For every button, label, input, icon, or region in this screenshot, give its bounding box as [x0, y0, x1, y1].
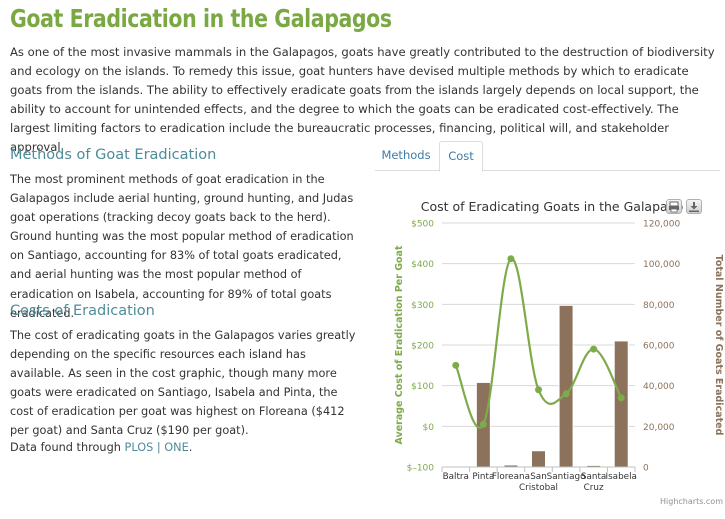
methods-paragraph: The most prominent methods of goat eradi…: [10, 173, 354, 320]
chart-tabs: Methods Cost: [375, 141, 720, 172]
x-tick-label-line: Baltra: [443, 472, 469, 482]
y-left-tick-label: $400: [411, 260, 434, 270]
chart-credits: Highcharts.com: [660, 497, 723, 506]
x-tick-label-line: San: [530, 472, 547, 482]
cost-point-san-cristobal: [535, 386, 542, 394]
cost-point-santa-cruz: [590, 345, 598, 353]
y-right-tick-label: 20,000: [643, 423, 675, 433]
x-tick-label: San Cristobal: [519, 472, 558, 493]
bar-isabela: [613, 340, 629, 468]
y-left-tick-label: $500: [411, 220, 434, 230]
chart-title: Cost of Eradicating Goats in the Galapag…: [421, 199, 684, 214]
x-tick-label-line: Floreana: [492, 472, 530, 482]
bar-san-cristobal: [531, 450, 546, 468]
y-right-tick-label: 120,000: [643, 220, 680, 230]
costs-paragraph: The cost of eradicating goats in the Gal…: [10, 329, 356, 438]
data-source-prefix: Data found through: [10, 441, 125, 454]
x-tick-label-line: Pinta: [472, 472, 494, 482]
tab-cost[interactable]: Cost: [439, 141, 483, 172]
tab-methods[interactable]: Methods: [381, 148, 431, 162]
x-tick-label-line: Cristobal: [519, 483, 558, 493]
y-left-tick-label: $200: [411, 342, 434, 352]
x-tick-label: Santa Cruz: [581, 472, 606, 493]
x-tick-label: Pinta: [472, 472, 494, 482]
y-right-tick-label: 100,000: [643, 260, 680, 270]
x-tick-label-line: Santa: [581, 472, 606, 482]
x-tick-label: Isabela: [606, 472, 637, 482]
y-right-tick-label: 0: [643, 464, 649, 474]
costs-heading: Costs of Eradication: [10, 303, 155, 319]
y-left-tick-label: $–100: [407, 464, 435, 474]
x-tick-label: Baltra: [443, 472, 469, 482]
methods-heading: Methods of Goat Eradication: [10, 147, 217, 163]
cost-point-baltra: [452, 361, 460, 369]
y-left-tick-label: $0: [423, 423, 435, 433]
y-right-tick-label: 60,000: [643, 342, 675, 352]
x-tick-label: Floreana: [492, 472, 530, 482]
intro-paragraph: As one of the most invasive mammals in t…: [10, 45, 715, 155]
cost-point-pinta: [479, 420, 487, 428]
page-title: Goat Eradication in the Galapagos: [10, 4, 392, 33]
data-source: Data found through PLOS | ONE.: [10, 441, 192, 454]
cost-point-santiago: [562, 390, 570, 398]
x-tick-label-line: Santiago: [547, 472, 586, 482]
y-left-tick-label: $100: [411, 382, 434, 392]
cost-chart: Cost of Eradicating Goats in the Galapag…: [394, 199, 724, 506]
y-left-axis-label: Average Cost of Eradication Per Goat: [394, 245, 405, 444]
y-left-tick-label: $300: [411, 301, 434, 311]
printer-icon: [669, 201, 679, 213]
data-source-suffix: .: [188, 441, 193, 454]
print-chart-button[interactable]: [666, 199, 682, 214]
x-tick-label: Santiago: [547, 472, 586, 482]
cost-point-isabela: [617, 394, 625, 402]
x-tick-label-line: Isabela: [606, 472, 637, 482]
plos-one-link[interactable]: PLOS | ONE: [124, 441, 189, 454]
cost-point-floreana: [507, 255, 515, 263]
x-tick-label-line: Cruz: [584, 483, 604, 493]
y-right-axis-label: Total Number of Goats Eradicated: [713, 255, 724, 436]
download-icon: [689, 202, 699, 212]
y-right-tick-label: 80,000: [643, 301, 675, 311]
y-right-tick-label: 40,000: [643, 382, 675, 392]
export-chart-button[interactable]: [686, 199, 702, 214]
